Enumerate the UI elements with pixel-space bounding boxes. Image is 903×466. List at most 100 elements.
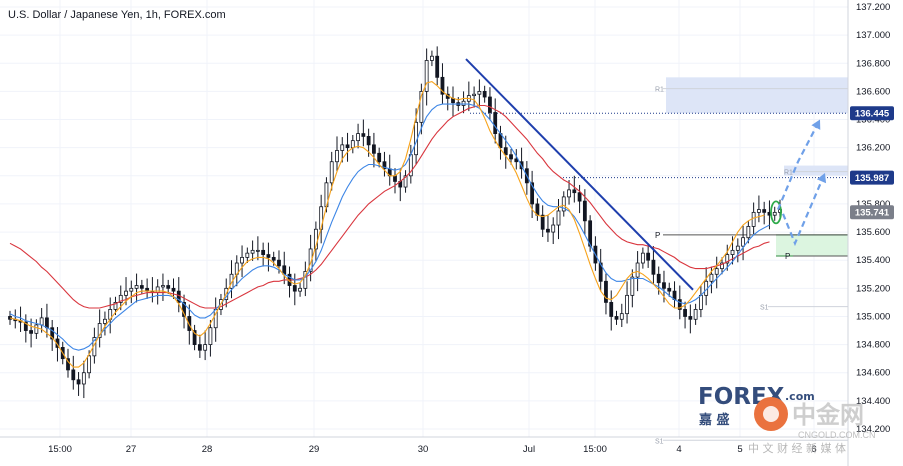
candle-body — [472, 93, 477, 97]
time-tick-label: 4 — [676, 444, 681, 455]
candle-body — [662, 282, 666, 289]
candle-body — [546, 228, 550, 233]
candle-body — [71, 369, 76, 381]
candle-body — [34, 324, 39, 334]
price-tick-label: 135.400 — [856, 255, 890, 266]
price-tick-label: 134.400 — [856, 396, 890, 407]
level-zones — [666, 77, 848, 257]
candle-body — [255, 249, 260, 252]
price-badge-label: 135.987 — [855, 173, 889, 184]
candle-body — [182, 301, 186, 317]
time-tick-label: 15:00 — [583, 444, 607, 455]
candle-body — [477, 91, 482, 95]
candle-body — [261, 249, 266, 255]
candle-body — [103, 318, 107, 324]
candle-body — [39, 317, 44, 326]
candle-body — [393, 175, 397, 182]
candle-body — [292, 285, 297, 292]
price-tick-label: 137.000 — [856, 30, 890, 41]
candle-body — [29, 330, 33, 334]
price-tick-label: 135.600 — [856, 227, 890, 238]
price-badge — [850, 106, 894, 121]
candle-body — [493, 112, 498, 135]
price-badge-label: 136.445 — [855, 109, 890, 120]
time-tick-label: 5 — [737, 444, 742, 455]
ema-slow-line — [9, 104, 770, 309]
candle-body — [688, 316, 693, 320]
candle-body — [403, 175, 408, 188]
cngold-site-url: CNGOLD.COM.CN — [798, 430, 876, 440]
candle-body — [461, 100, 466, 106]
candle-body — [345, 144, 350, 149]
candle-body — [266, 254, 271, 258]
candle-body — [129, 287, 134, 292]
candle-body — [245, 252, 250, 258]
candle-body — [488, 96, 492, 113]
candle-body — [619, 313, 624, 320]
time-tick-label: 30 — [418, 444, 429, 455]
candle-body — [87, 355, 92, 374]
candle-body — [640, 252, 645, 264]
candle-body — [240, 256, 244, 264]
candle-body — [277, 259, 281, 267]
price-tick-label: 135.000 — [856, 311, 890, 322]
candle-body — [377, 152, 382, 163]
candle-body — [66, 358, 70, 371]
pivot-label-r1: R1 — [784, 170, 793, 177]
candle-body — [730, 249, 735, 255]
candle-body — [76, 379, 81, 385]
candle-body — [187, 316, 192, 331]
price-tick-label: 134.200 — [856, 424, 890, 435]
pivot-zone — [776, 234, 848, 256]
time-tick-label: 28 — [202, 444, 213, 455]
candle-body — [609, 301, 614, 317]
ema-fast-line — [9, 80, 765, 368]
candle-body — [440, 76, 445, 95]
time-tick-label: 15:00 — [48, 444, 72, 455]
candle-body — [208, 327, 213, 346]
candle-body — [329, 161, 334, 184]
candle-body — [203, 344, 208, 351]
candle-body — [677, 299, 682, 310]
time-axis[interactable]: 15:00 27 28 29 30 Jul 15:00 4 5 6 — [0, 436, 848, 455]
resistance-zone — [666, 77, 848, 114]
candle-body — [762, 209, 767, 213]
projection-arrow-lower — [781, 172, 827, 247]
moving-average-lines — [9, 80, 770, 368]
grid-lines — [0, 0, 848, 437]
candle-body — [572, 189, 577, 194]
candle-body — [656, 273, 661, 284]
candle-body — [361, 133, 366, 137]
candle-body — [725, 254, 730, 264]
forex-logo-cn: 嘉 盛 — [698, 412, 730, 428]
candle-body — [271, 256, 276, 261]
candle-body — [556, 210, 561, 226]
price-tick-label: 134.800 — [856, 340, 890, 351]
candlestick-series — [8, 46, 782, 399]
candle-body — [113, 301, 118, 310]
price-tick-label: 137.200 — [856, 2, 890, 13]
pivot-label-s1: S1 — [760, 305, 769, 312]
price-badge — [850, 205, 894, 220]
pivot-label-r1: R1 — [655, 87, 664, 94]
price-tick-label: 134.600 — [856, 368, 890, 379]
time-tick-label: 29 — [309, 444, 320, 455]
price-tick-label: 135.200 — [856, 283, 890, 294]
candle-body — [530, 182, 535, 205]
highlight-ellipse — [770, 200, 782, 225]
candle-body — [335, 150, 339, 163]
candle-body — [372, 144, 376, 154]
candle-body — [646, 252, 651, 261]
candle-body — [561, 196, 566, 212]
candle-body — [651, 259, 656, 275]
price-axis[interactable]: 137.200137.000136.800136.600136.400136.2… — [847, 0, 890, 466]
cngold-logo-inner-icon — [763, 406, 779, 422]
candle-body — [419, 91, 424, 123]
candle-body — [625, 294, 629, 315]
r1-lower-zone — [784, 165, 848, 176]
time-tick-label: 6 — [811, 444, 816, 455]
price-badge-label: 135.741 — [855, 208, 890, 219]
candle-body — [698, 294, 703, 310]
candle-body — [614, 316, 619, 320]
